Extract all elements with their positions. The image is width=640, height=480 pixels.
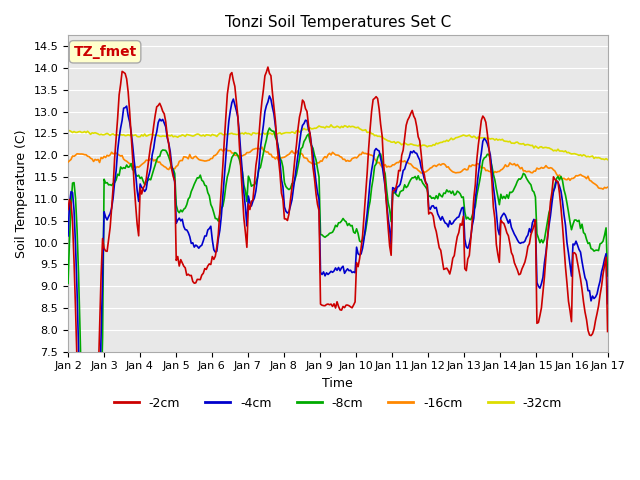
X-axis label: Time: Time [323,377,353,390]
Text: TZ_fmet: TZ_fmet [74,45,137,59]
Legend: -2cm, -4cm, -8cm, -16cm, -32cm: -2cm, -4cm, -8cm, -16cm, -32cm [109,392,567,415]
Title: Tonzi Soil Temperatures Set C: Tonzi Soil Temperatures Set C [225,15,451,30]
Y-axis label: Soil Temperature (C): Soil Temperature (C) [15,129,28,258]
